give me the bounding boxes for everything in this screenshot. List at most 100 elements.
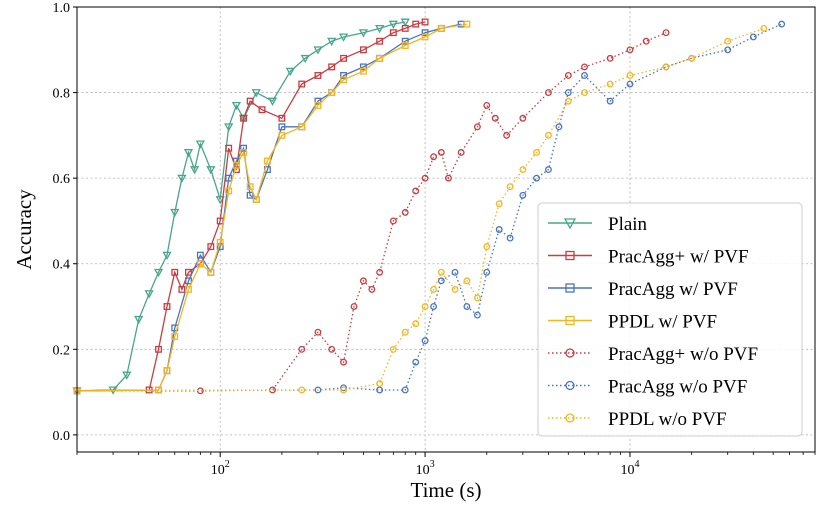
data-point [368,285,376,293]
legend-marker [565,283,575,293]
data-point [375,24,385,34]
data-point [555,123,563,131]
legend-label: PPDL w/o PVF [608,409,727,430]
data-point [278,114,286,122]
data-point [278,123,286,131]
data-point [662,29,670,37]
data-point [778,20,786,28]
data-point [338,33,349,42]
data-point [298,345,306,353]
data-point [314,101,322,109]
data-point [267,97,278,106]
data-point [544,166,552,174]
data-point [258,106,266,114]
data-point [564,97,572,105]
data-point [206,166,216,175]
series-1 [73,18,429,395]
data-point [401,328,409,336]
data-point [340,54,348,62]
data-point [400,18,410,27]
data-point [564,89,572,97]
data-point [401,386,409,394]
data-point [437,268,445,276]
y-tick-label: 0.6 [53,172,71,187]
data-point [207,243,215,251]
data-point [444,174,452,182]
data-point [313,46,323,55]
legend-marker [565,250,575,261]
data-point [626,72,634,79]
data-point [421,29,429,37]
data-point [421,303,429,310]
data-point [473,294,481,302]
data-point [134,315,144,325]
data-point [437,24,445,32]
data-point [225,144,233,152]
data-point [473,123,481,131]
data-point [225,174,233,182]
data-point [215,196,225,205]
series-6 [73,24,768,395]
data-point [350,303,358,310]
data-point [401,24,409,32]
data-point [506,234,514,242]
y-tick-label: 0.2 [53,343,71,358]
data-point [463,20,471,28]
data-point [421,337,429,345]
data-point [463,277,471,285]
data-point [626,46,634,54]
data-point [225,187,233,195]
x-axis-label: Time (s) [411,478,482,502]
data-point [314,72,322,79]
data-point [232,161,240,169]
series-line [76,21,426,392]
data-point [183,149,194,158]
data-point [376,268,384,276]
data-point [760,24,768,32]
y-axis-label: Accuracy [12,189,36,270]
data-point [185,277,192,285]
series-line [76,23,782,392]
data-point [389,345,397,353]
data-point [724,37,732,45]
data-point [171,333,179,340]
data-point [626,80,634,88]
legend-label: PracAgg w/o PVF [608,377,747,398]
data-point [495,200,503,208]
data-point [216,238,224,246]
legend-marker [565,380,575,391]
data-point [519,114,527,122]
legend: Plain PracAgg+ w/ PVF PracAgg w/ PVF PPDL w… [537,202,803,437]
legend-item: PracAgg+ w/o PVF [548,344,758,365]
legend-item: PracAgg+ w/ PVF [548,247,749,268]
data-point [251,89,261,98]
data-point [430,303,438,310]
legend-item: PPDL w/o PVF [548,409,727,430]
series-line [76,23,468,392]
data-point [327,37,337,47]
series-layer [72,18,786,396]
data-point [430,285,438,293]
data-point [153,268,164,278]
legend-label: PracAgg+ w/o PVF [608,344,758,365]
data-point [389,29,397,37]
legend-box [537,202,803,437]
legend-label: Plain [608,214,648,235]
x-tick-label: 102 [211,459,230,478]
data-point [491,114,499,122]
data-point [246,191,254,199]
data-point [298,123,306,131]
x-tick-exponent: 3 [430,459,435,470]
series-line [76,21,406,392]
data-point [155,345,162,353]
data-point [177,174,187,183]
series-line [76,27,765,392]
data-point [185,285,192,293]
x-tick-base: 10 [416,463,430,478]
data-point [412,187,420,195]
data-point [437,149,445,156]
data-point [359,67,367,75]
data-point [483,101,491,109]
data-point [495,226,503,233]
